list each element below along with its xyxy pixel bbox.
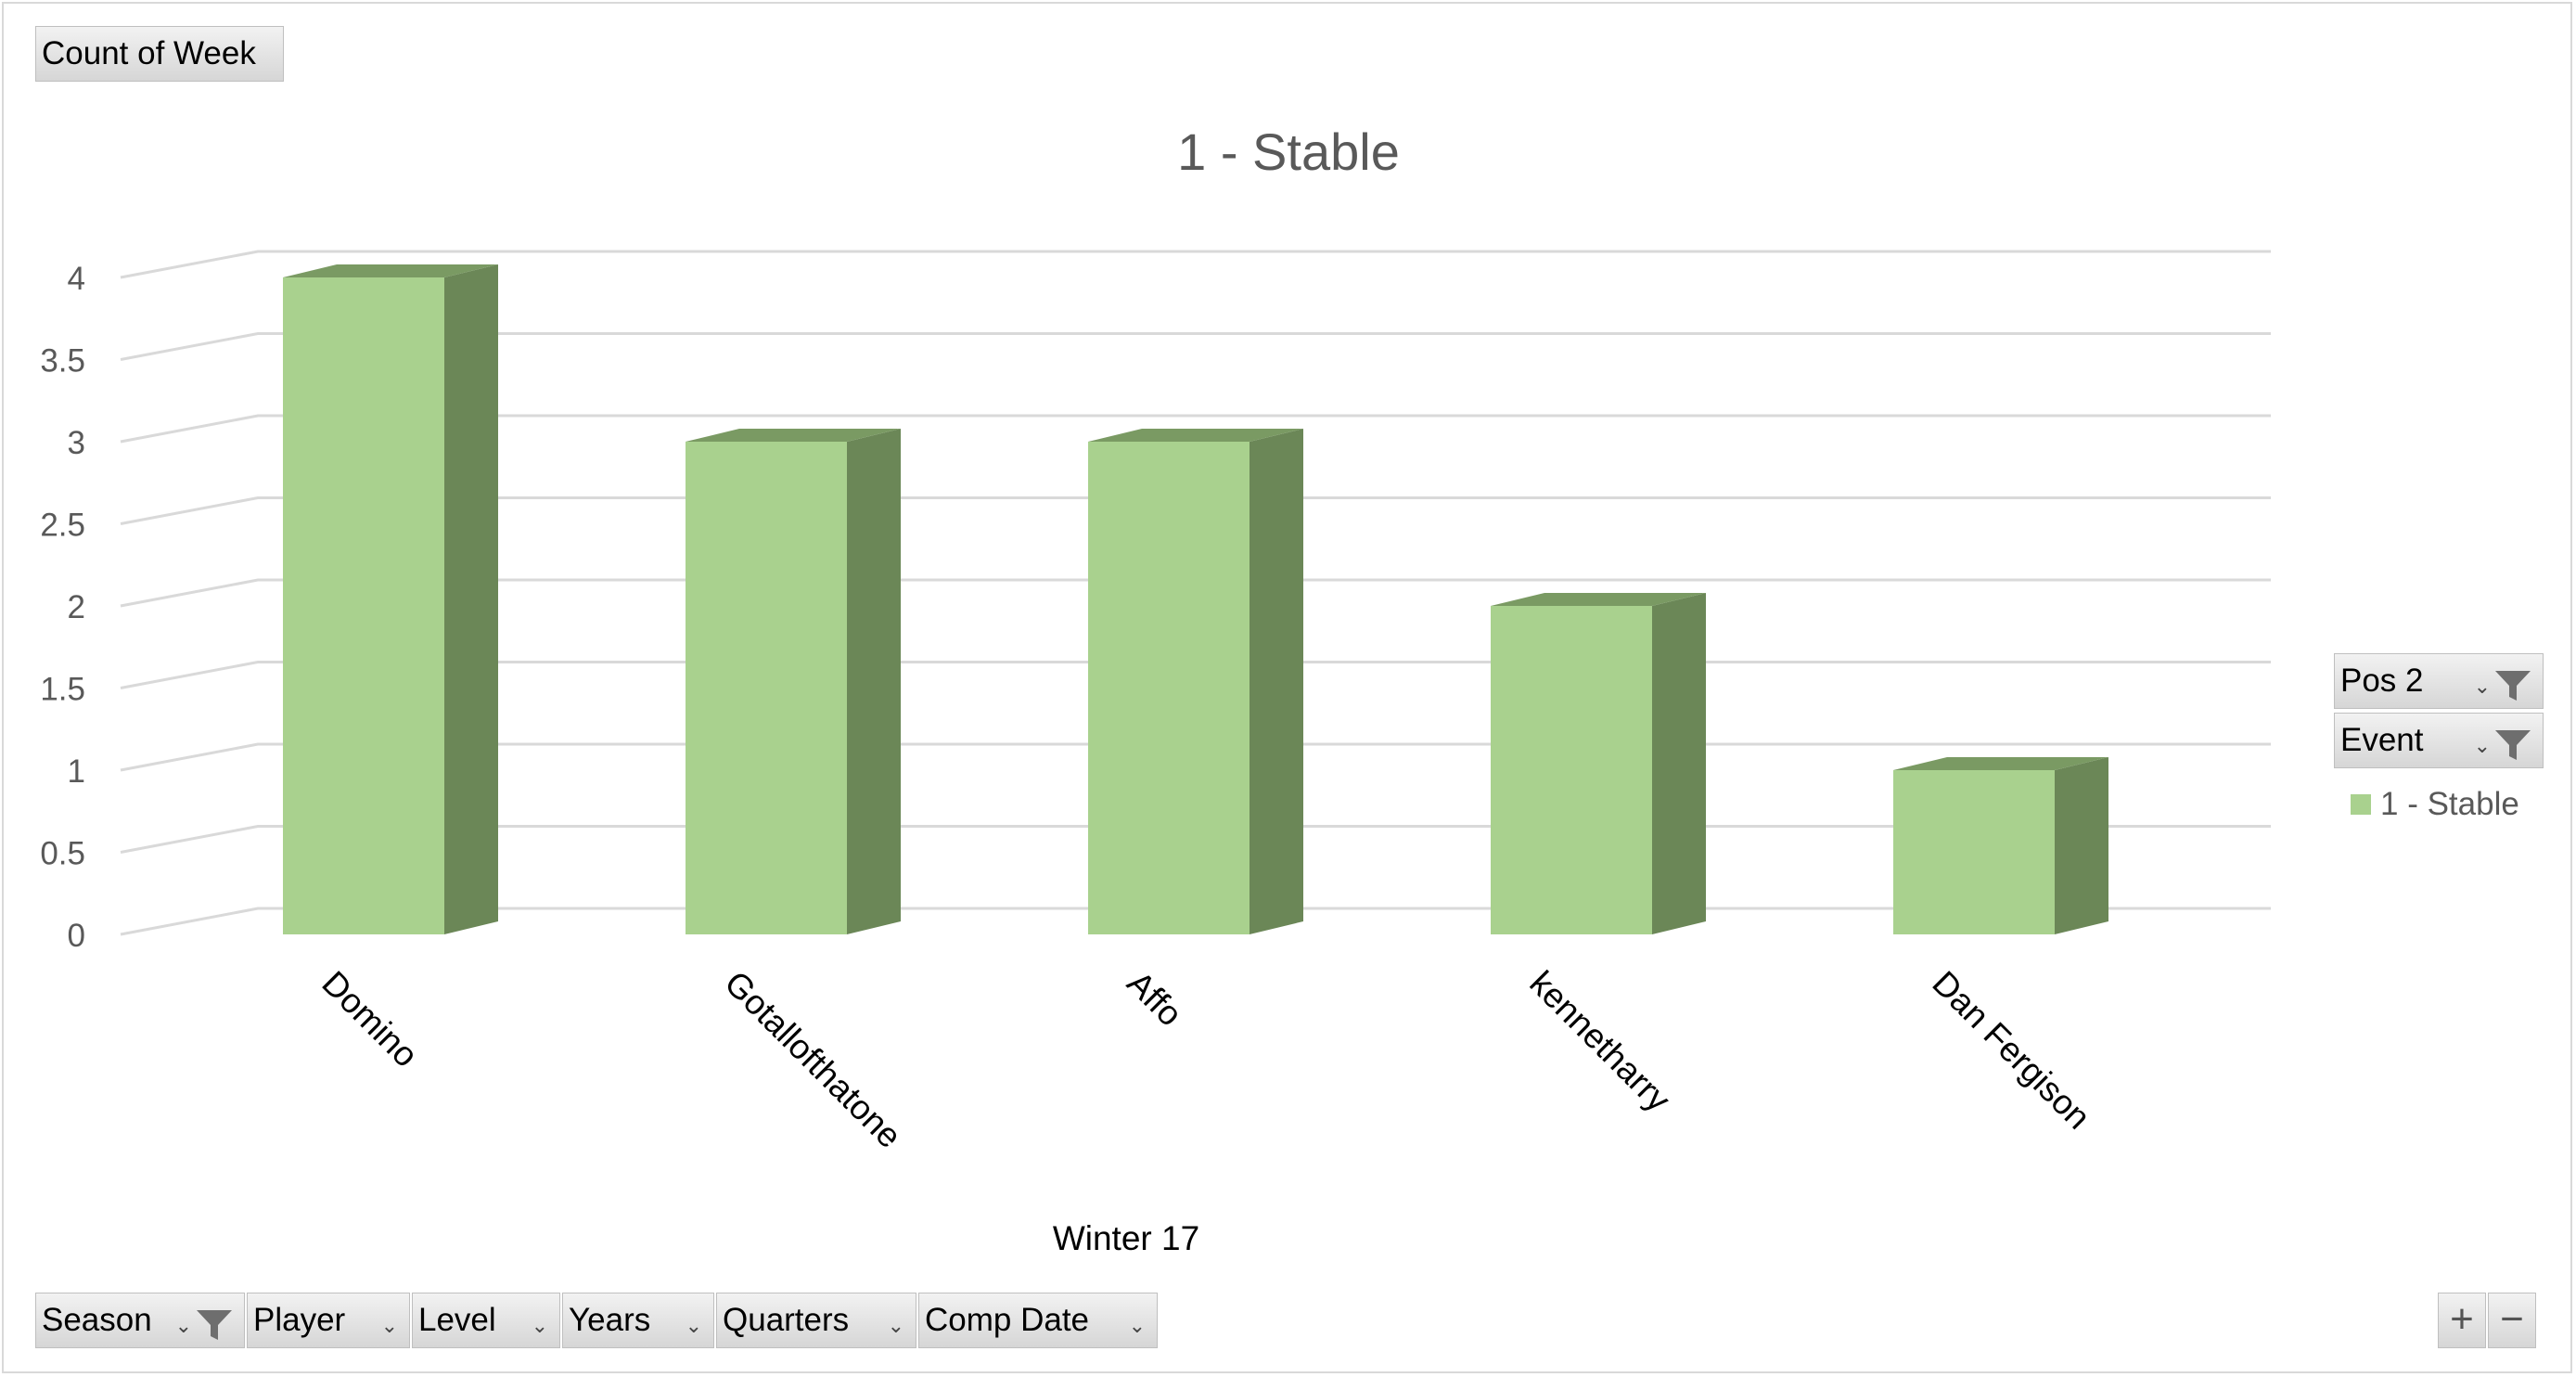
bars — [283, 264, 2108, 934]
chevron-down-icon: ⌄ — [2473, 675, 2491, 698]
gridline — [120, 250, 2271, 279]
svg-text:kennetharry: kennetharry — [1522, 964, 1678, 1120]
chevron-down-icon: ⌄ — [2473, 734, 2491, 757]
x-axis-categories: DominoDominoGotallofthatoneGotallofthato… — [314, 964, 2097, 1155]
y-tick-label: 0 — [68, 918, 85, 954]
axis-field-button[interactable]: Level ⌄ — [412, 1293, 560, 1348]
gridline — [120, 414, 2271, 444]
value-field-button[interactable]: Count of Week — [35, 26, 284, 82]
axis-field-button[interactable]: Years ⌄ — [562, 1293, 714, 1348]
axis-field-button[interactable]: Player ⌄ — [247, 1293, 410, 1348]
axis-field-label: Quarters — [723, 1302, 850, 1338]
chevron-down-icon: ⌄ — [531, 1314, 548, 1337]
axis-field-label: Season — [42, 1302, 152, 1338]
bar-front — [283, 277, 444, 934]
y-tick-label: 2.5 — [40, 508, 85, 544]
svg-text:Affo: Affo — [1120, 964, 1189, 1034]
filter-icon — [2494, 725, 2531, 760]
axis-field-label: Player — [253, 1302, 346, 1338]
bar-side — [444, 264, 498, 934]
gridline — [120, 496, 2271, 525]
legend-filter-label: Pos 2 — [2340, 663, 2424, 699]
y-tick-label: 1 — [68, 753, 85, 790]
chevron-down-icon: ⌄ — [380, 1314, 398, 1337]
bar-front — [1893, 770, 2055, 934]
svg-text:Dan Fergison: Dan Fergison — [1925, 964, 2097, 1137]
axis-field-label: Years — [569, 1302, 651, 1338]
legend-filter-button[interactable]: Event ⌄ — [2334, 713, 2544, 768]
legend-swatch — [2351, 794, 2371, 815]
filter-icon — [2494, 665, 2531, 701]
y-tick-label: 3.5 — [40, 343, 85, 380]
chevron-down-icon: ⌄ — [887, 1314, 904, 1337]
category-label: GotallofthatoneGotallofthatone — [717, 964, 908, 1155]
y-tick-label: 4 — [68, 261, 85, 297]
chevron-down-icon: ⌄ — [685, 1314, 702, 1337]
axis-field-label: Level — [418, 1302, 496, 1338]
gridline — [120, 578, 2271, 608]
svg-text:Gotallofthatone: Gotallofthatone — [717, 964, 908, 1155]
value-field-label: Count of Week — [42, 35, 256, 71]
axis-field-button[interactable]: Season ⌄ — [35, 1293, 245, 1348]
bar-side — [847, 429, 901, 934]
bar[interactable] — [686, 429, 901, 934]
bar-side — [1652, 593, 1706, 934]
axis-field-button[interactable]: Comp Date ⌄ — [918, 1293, 1158, 1348]
y-tick-label: 1.5 — [40, 672, 85, 708]
legend-filter-label: Event — [2340, 722, 2424, 758]
y-axis-ticks: 0 0.5 1 1.5 2 2.5 3 3.5 4 — [40, 261, 85, 954]
bar-front — [1491, 606, 1652, 934]
chevron-down-icon: ⌄ — [174, 1314, 192, 1337]
bar[interactable] — [1893, 757, 2108, 934]
bar-top — [283, 264, 498, 277]
bar-top — [1088, 429, 1303, 442]
svg-text:Domino: Domino — [314, 964, 425, 1075]
bar-top — [1491, 593, 1706, 606]
bar-front — [1088, 442, 1250, 934]
axis-field-label: Comp Date — [925, 1302, 1090, 1338]
bar[interactable] — [283, 264, 498, 934]
chevron-down-icon: ⌄ — [1128, 1314, 1146, 1337]
category-label: Dan FergisonDan Fergison — [1925, 964, 2097, 1137]
bar-side — [2055, 757, 2108, 934]
bar-side — [1250, 429, 1303, 934]
legend-filter-button[interactable]: Pos 2 ⌄ — [2334, 653, 2544, 709]
collapse-button[interactable]: − — [2488, 1293, 2536, 1348]
y-tick-label: 3 — [68, 425, 85, 461]
filter-icon — [196, 1305, 233, 1340]
legend-entry: 1 - Stable — [2380, 786, 2519, 822]
chart-title: 1 - Stable — [1177, 122, 1400, 181]
bar[interactable] — [1088, 429, 1303, 934]
bar[interactable] — [1491, 593, 1706, 934]
gridline — [120, 332, 2271, 361]
bar-top — [1893, 757, 2108, 770]
expand-button[interactable]: + — [2438, 1293, 2486, 1348]
category-label: kennetharrykennetharry — [1522, 964, 1678, 1120]
bar-top — [686, 429, 901, 442]
bar-front — [686, 442, 847, 934]
y-tick-label: 2 — [68, 589, 85, 625]
y-tick-label: 0.5 — [40, 836, 85, 872]
x-axis-label: Winter 17 — [1053, 1219, 1199, 1257]
axis-field-button[interactable]: Quarters ⌄ — [716, 1293, 916, 1348]
